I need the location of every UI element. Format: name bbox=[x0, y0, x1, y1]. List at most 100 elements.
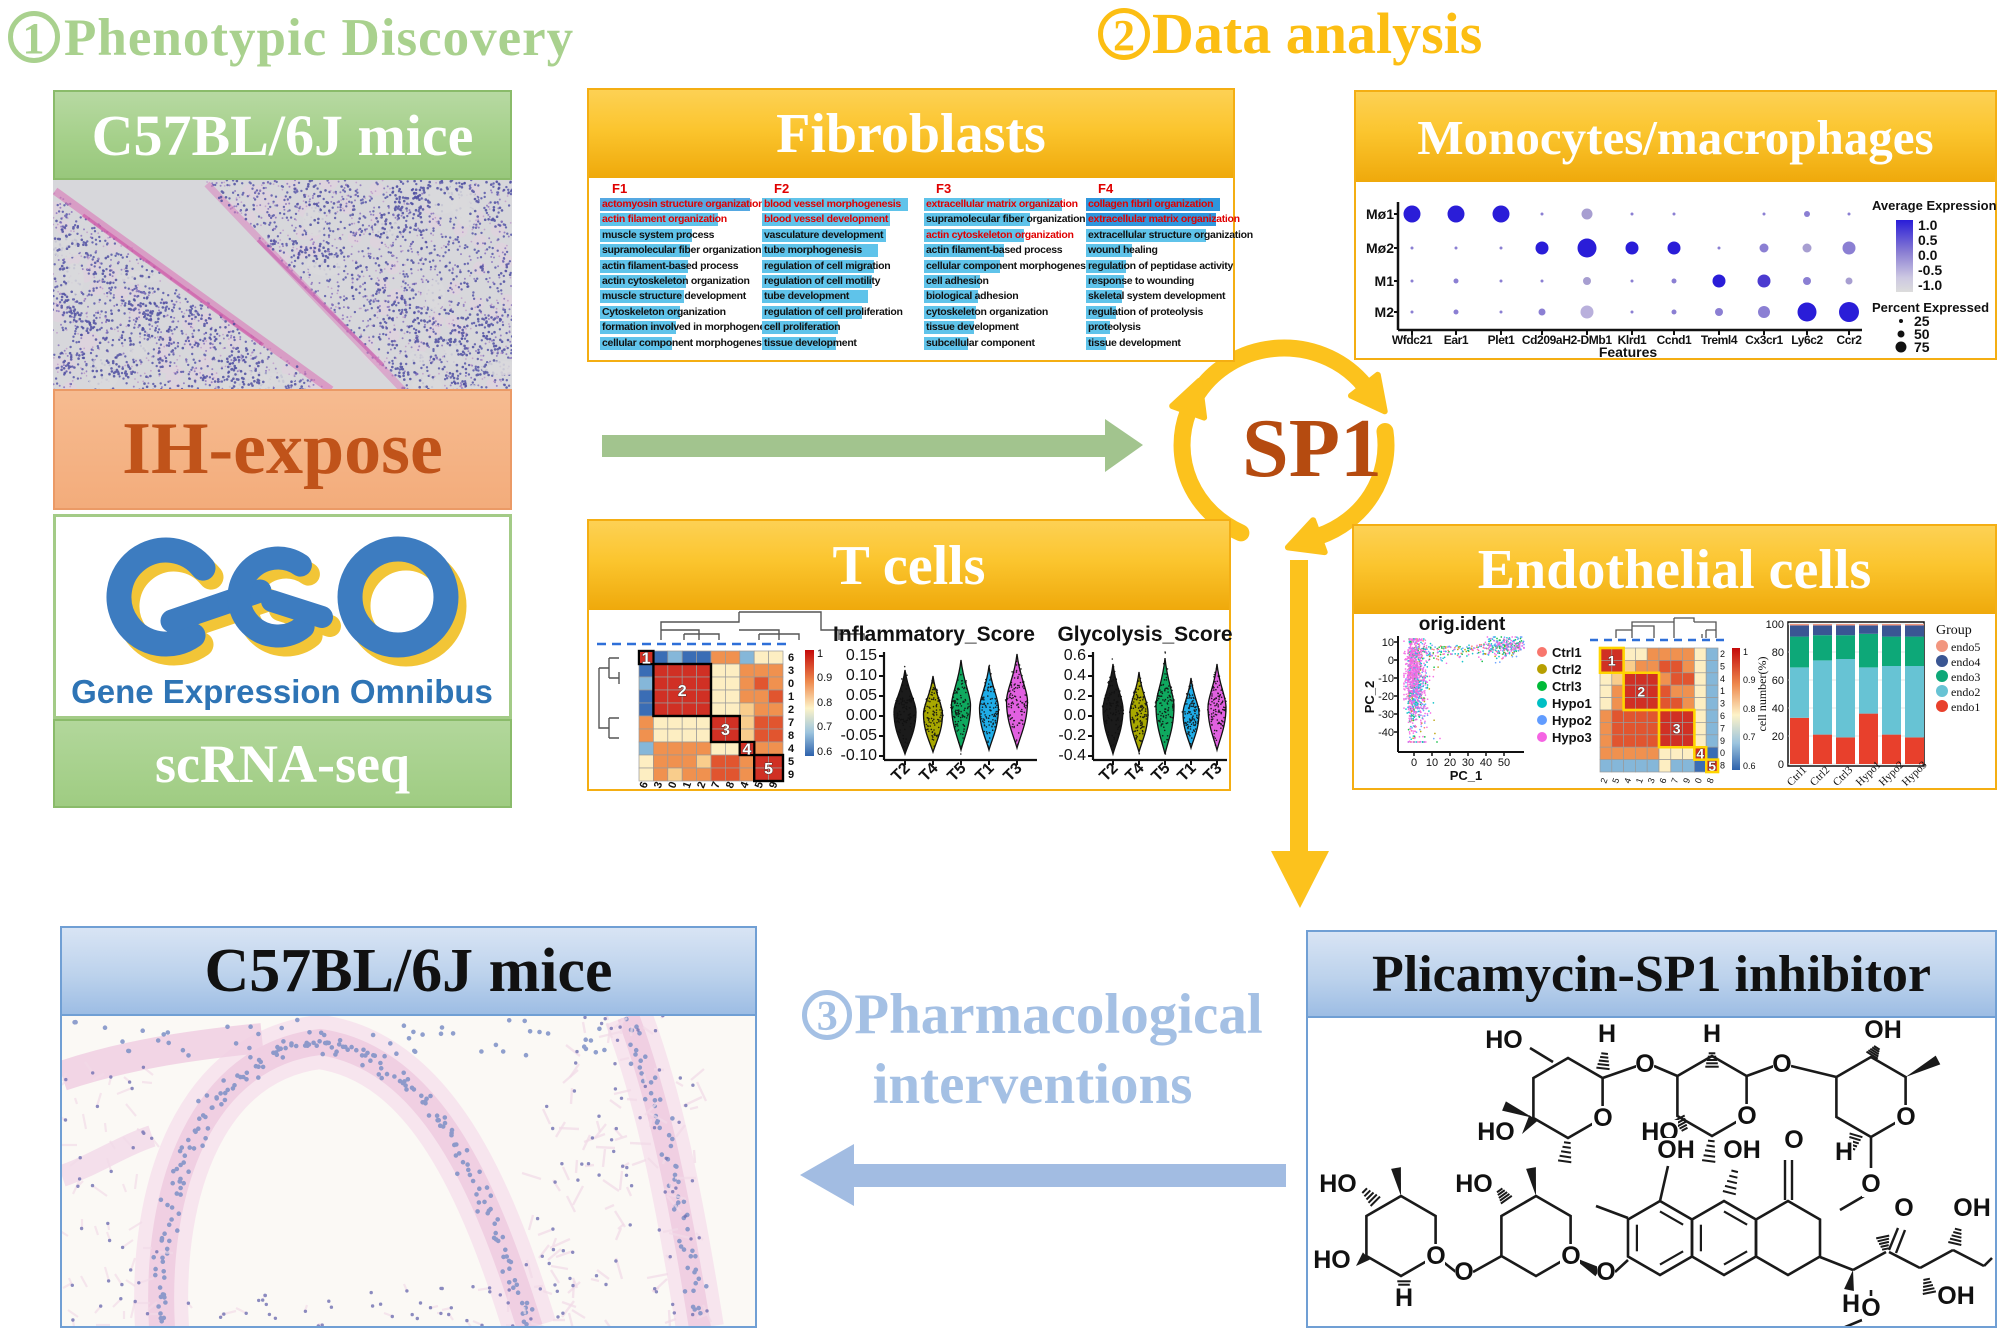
svg-text:Ctrl3: Ctrl3 bbox=[1552, 679, 1582, 694]
svg-text:0.8: 0.8 bbox=[817, 697, 832, 709]
svg-text:0: 0 bbox=[1720, 748, 1725, 758]
svg-text:-30: -30 bbox=[1378, 709, 1394, 721]
svg-text:Group: Group bbox=[1936, 623, 1972, 638]
svg-text:0: 0 bbox=[1693, 777, 1704, 785]
svg-text:1: 1 bbox=[1743, 647, 1748, 657]
svg-text:2: 2 bbox=[678, 683, 687, 700]
svg-text:0.8: 0.8 bbox=[1743, 704, 1756, 714]
svg-text:7: 7 bbox=[788, 717, 794, 729]
svg-text:Treml4: Treml4 bbox=[1701, 333, 1738, 347]
svg-text:9: 9 bbox=[1681, 777, 1692, 785]
svg-text:2: 2 bbox=[788, 704, 794, 716]
svg-text:4: 4 bbox=[743, 741, 752, 758]
svg-text:0.7: 0.7 bbox=[1743, 732, 1756, 742]
svg-text:75: 75 bbox=[1914, 339, 1930, 355]
svg-text:2: 2 bbox=[695, 780, 708, 790]
svg-text:H: H bbox=[1395, 1284, 1413, 1312]
svg-text:0.05: 0.05 bbox=[846, 687, 877, 704]
svg-text:OH: OH bbox=[1864, 1020, 1902, 1044]
svg-text:1: 1 bbox=[1634, 777, 1645, 785]
svg-text:Average Expression: Average Expression bbox=[1872, 198, 1996, 213]
svg-text:Ctrl2: Ctrl2 bbox=[1808, 764, 1832, 788]
svg-text:M2: M2 bbox=[1375, 304, 1395, 320]
svg-text:O: O bbox=[1896, 1103, 1915, 1131]
svg-text:Cd209a: Cd209a bbox=[1522, 333, 1563, 347]
svg-text:3: 3 bbox=[1720, 699, 1725, 709]
svg-text:1: 1 bbox=[788, 691, 794, 703]
svg-text:T4: T4 bbox=[1122, 760, 1147, 785]
svg-text:2: 2 bbox=[1720, 649, 1725, 659]
svg-text:Hypo3: Hypo3 bbox=[1552, 730, 1592, 745]
svg-text:cell number(%): cell number(%) bbox=[1755, 657, 1769, 732]
svg-text:1: 1 bbox=[817, 648, 823, 660]
svg-text:Inflammatory_Score: Inflammatory_Score bbox=[833, 623, 1035, 646]
svg-text:H: H bbox=[1703, 1020, 1721, 1048]
svg-text:1: 1 bbox=[642, 650, 651, 667]
svg-text:OH: OH bbox=[1953, 1194, 1991, 1222]
svg-text:Mø1: Mø1 bbox=[1366, 206, 1394, 222]
svg-text:0.0: 0.0 bbox=[1064, 707, 1086, 724]
svg-text:0.10: 0.10 bbox=[846, 667, 877, 684]
svg-text:2: 2 bbox=[1637, 683, 1645, 699]
svg-text:endo5: endo5 bbox=[1951, 640, 1980, 654]
svg-text:Ly6c2: Ly6c2 bbox=[1791, 333, 1823, 347]
svg-text:7: 7 bbox=[1669, 777, 1680, 785]
svg-text:Features: Features bbox=[1599, 344, 1658, 358]
svg-text:0: 0 bbox=[1388, 655, 1394, 667]
svg-text:7: 7 bbox=[710, 780, 723, 790]
svg-text:0.7: 0.7 bbox=[817, 721, 832, 733]
svg-text:Hypo1: Hypo1 bbox=[1552, 696, 1592, 711]
svg-text:Ctrl3: Ctrl3 bbox=[1831, 764, 1856, 788]
svg-text:-1.0: -1.0 bbox=[1918, 277, 1942, 293]
svg-text:6: 6 bbox=[638, 780, 651, 790]
svg-text:80: 80 bbox=[1772, 647, 1784, 659]
svg-text:0.6: 0.6 bbox=[1743, 761, 1756, 771]
svg-text:5: 5 bbox=[1708, 758, 1716, 774]
svg-text:0.6: 0.6 bbox=[817, 746, 832, 758]
svg-text:9: 9 bbox=[788, 769, 794, 781]
svg-text:O: O bbox=[1861, 1170, 1880, 1198]
svg-text:5: 5 bbox=[788, 756, 794, 768]
svg-text:-0.5: -0.5 bbox=[1918, 262, 1942, 278]
svg-text:H: H bbox=[1842, 1290, 1860, 1318]
svg-text:0: 0 bbox=[1778, 759, 1784, 771]
svg-text:20: 20 bbox=[1444, 757, 1456, 769]
svg-text:T2: T2 bbox=[1096, 760, 1121, 785]
svg-text:O: O bbox=[1861, 1294, 1880, 1322]
svg-text:5: 5 bbox=[1720, 661, 1725, 671]
svg-text:O: O bbox=[1454, 1258, 1473, 1286]
svg-text:4: 4 bbox=[788, 743, 795, 755]
svg-text:OH: OH bbox=[1657, 1136, 1695, 1164]
svg-text:1.0: 1.0 bbox=[1918, 217, 1938, 233]
svg-text:Gene Expression Omnibus: Gene Expression Omnibus bbox=[71, 673, 493, 710]
svg-text:9: 9 bbox=[1720, 736, 1725, 746]
svg-text:0.9: 0.9 bbox=[817, 672, 832, 684]
svg-text:-40: -40 bbox=[1378, 727, 1394, 739]
svg-text:8: 8 bbox=[788, 730, 794, 742]
svg-text:5: 5 bbox=[753, 780, 766, 790]
svg-text:Hypo2: Hypo2 bbox=[1552, 713, 1592, 728]
svg-text:O: O bbox=[1772, 1050, 1791, 1078]
svg-text:-20: -20 bbox=[1378, 691, 1394, 703]
svg-text:orig.ident: orig.ident bbox=[1419, 614, 1506, 635]
svg-text:6: 6 bbox=[788, 652, 794, 664]
svg-text:-0.4: -0.4 bbox=[1058, 747, 1086, 764]
svg-text:endo2: endo2 bbox=[1951, 685, 1980, 699]
svg-text:O: O bbox=[1426, 1242, 1445, 1270]
svg-text:0.5: 0.5 bbox=[1918, 232, 1938, 248]
svg-text:O: O bbox=[1593, 1104, 1612, 1132]
svg-text:0.15: 0.15 bbox=[846, 647, 877, 664]
svg-text:H: H bbox=[1835, 1138, 1853, 1166]
svg-text:T3: T3 bbox=[1000, 760, 1025, 785]
svg-text:O: O bbox=[1561, 1242, 1580, 1270]
svg-text:0: 0 bbox=[666, 780, 679, 790]
svg-text:Ctrl1: Ctrl1 bbox=[1552, 645, 1582, 660]
svg-text:T5: T5 bbox=[944, 760, 969, 785]
svg-text:Ctrl1: Ctrl1 bbox=[1785, 764, 1809, 788]
svg-text:0.4: 0.4 bbox=[1064, 667, 1086, 684]
svg-text:M1: M1 bbox=[1375, 273, 1395, 289]
svg-text:T1: T1 bbox=[1174, 760, 1199, 785]
svg-text:-10: -10 bbox=[1378, 673, 1394, 685]
svg-text:0.9: 0.9 bbox=[1743, 675, 1756, 685]
svg-text:endo3: endo3 bbox=[1951, 670, 1980, 684]
